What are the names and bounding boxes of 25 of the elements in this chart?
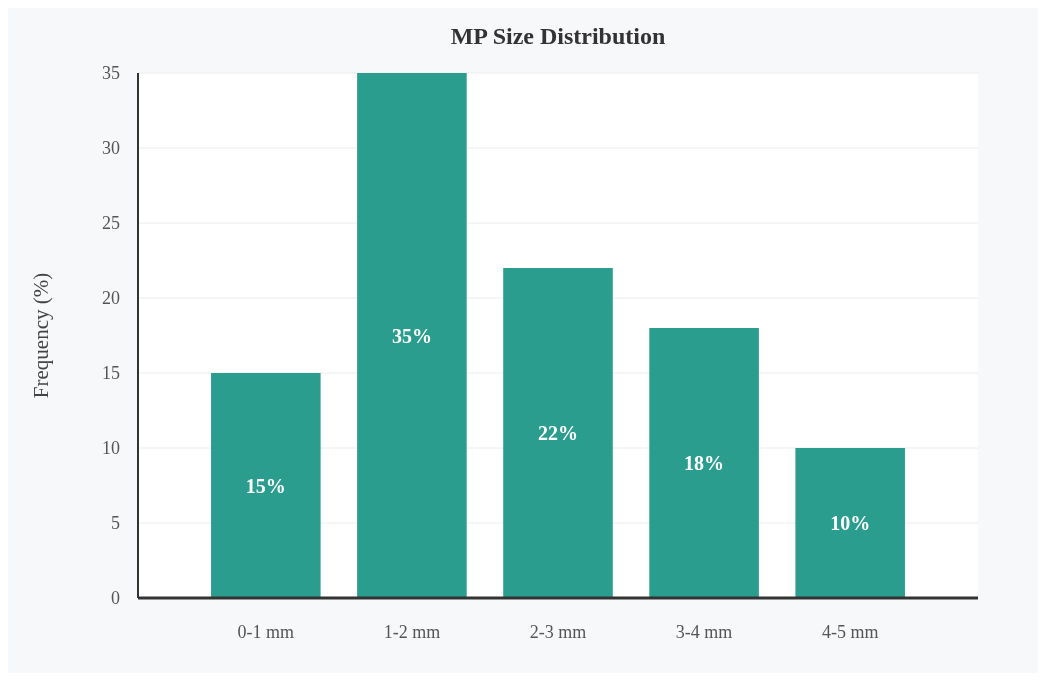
bar bbox=[503, 268, 613, 598]
chart-title: MP Size Distribution bbox=[450, 23, 666, 49]
x-tick-label: 4-5 mm bbox=[821, 622, 879, 642]
y-tick-label: 10 bbox=[102, 438, 120, 459]
y-tick-label: 30 bbox=[102, 138, 120, 159]
y-tick-label: 0 bbox=[111, 588, 120, 609]
bar bbox=[649, 328, 759, 598]
data-label: 10% bbox=[830, 512, 871, 534]
data-label: 18% bbox=[684, 452, 725, 474]
y-tick-label: 35 bbox=[102, 63, 120, 84]
y-tick-label: 15 bbox=[102, 363, 120, 384]
data-label: 22% bbox=[538, 422, 578, 444]
bar bbox=[795, 448, 905, 598]
bar bbox=[211, 373, 321, 598]
y-tick-label: 5 bbox=[111, 513, 120, 534]
x-tick-label: 1-2 mm bbox=[383, 622, 441, 642]
y-tick-label: 20 bbox=[102, 288, 120, 309]
bar bbox=[357, 73, 467, 598]
data-label: 15% bbox=[245, 474, 286, 497]
x-tick-label: 2-3 mm bbox=[529, 622, 587, 642]
x-tick-label: 3-4 mm bbox=[675, 622, 733, 642]
y-axis-title: Frequency (%) bbox=[29, 272, 53, 399]
x-tick-label: 0-1 mm bbox=[237, 622, 295, 642]
data-label: 35% bbox=[391, 324, 432, 347]
y-tick-label: 25 bbox=[102, 213, 120, 234]
